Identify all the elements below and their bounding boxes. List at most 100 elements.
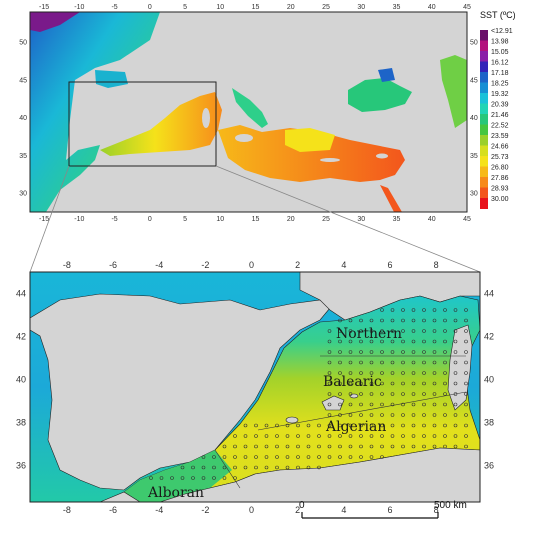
zoom-lon-tick-top: 2 (295, 260, 300, 270)
alboran-algerian-boundary (214, 449, 241, 489)
caspian-sea (440, 55, 467, 128)
sample-point (306, 465, 311, 470)
zoom-lon-tick-top: 0 (249, 260, 254, 270)
sample-point (338, 434, 342, 438)
sample-point (348, 402, 353, 407)
sample-point (453, 339, 458, 344)
sample-point (369, 381, 374, 386)
sample-point (390, 350, 395, 354)
zoom-lon-tick-top: -8 (63, 260, 71, 270)
sample-point (359, 360, 363, 365)
sample-point (243, 434, 248, 438)
legend-label: 26.80 (491, 165, 509, 172)
sample-point (327, 413, 332, 417)
sample-point (254, 434, 258, 438)
sample-point (380, 360, 384, 365)
sample-point (380, 444, 384, 449)
sample-point (359, 339, 363, 344)
zoom-region-box (68, 81, 217, 167)
sample-point (411, 402, 416, 407)
sample-point (432, 413, 437, 417)
zoom-lat-tick-right: 40 (484, 374, 494, 384)
sample-point (432, 318, 437, 323)
legend-swatch (480, 187, 488, 199)
sample-point (359, 392, 363, 396)
sample-point (401, 402, 405, 407)
sample-point (191, 476, 195, 480)
sample-point (380, 308, 384, 312)
sample-point (443, 413, 447, 417)
sample-point (338, 318, 342, 323)
sample-point (327, 339, 332, 344)
sample-point (359, 413, 363, 417)
sample-point (338, 392, 342, 396)
sample-point (422, 392, 426, 396)
sample-point (222, 465, 227, 470)
sample-point (443, 392, 447, 396)
zoom-lat-tick-right: 38 (484, 417, 494, 427)
overview-lat-tick-left: 30 (19, 191, 27, 198)
sample-point (306, 444, 311, 449)
sample-point (369, 434, 374, 438)
legend-swatch (480, 72, 488, 83)
sample-point (348, 360, 353, 365)
sample-point (422, 413, 426, 417)
sample-point (348, 339, 353, 344)
sample-point (296, 455, 300, 459)
sample-point (422, 308, 426, 312)
zoom-lat-tick-right: 44 (484, 288, 494, 298)
sample-point (327, 455, 332, 459)
sample-point (369, 455, 374, 459)
sample-point (422, 434, 426, 438)
legend-swatch (480, 156, 488, 167)
sample-point (317, 434, 321, 438)
sample-point (422, 360, 426, 365)
sample-point (443, 434, 447, 438)
legend-swatch (480, 51, 488, 62)
overview-lon-tick-bottom: 40 (428, 216, 436, 223)
sample-point (222, 476, 227, 480)
legend-label: 22.52 (491, 123, 509, 130)
sample-point (443, 423, 447, 428)
sample-point (296, 434, 300, 438)
sample-point (222, 444, 227, 449)
sample-point (422, 381, 426, 386)
sample-point (411, 350, 416, 354)
sample-point (422, 371, 426, 375)
sample-point (380, 434, 384, 438)
sample-point (390, 308, 395, 312)
overview-lon-tick-top: 5 (183, 4, 187, 11)
sample-point (390, 381, 395, 386)
sample-point (296, 444, 300, 449)
eastern-mediterranean (218, 125, 405, 182)
sample-point (180, 476, 185, 480)
sample-point (233, 444, 237, 449)
sample-point (348, 329, 353, 333)
sample-point (453, 434, 458, 438)
sample-point (432, 444, 437, 449)
legend-label: <12.91 (491, 28, 513, 35)
adriatic-sea (232, 88, 268, 128)
sample-point (464, 413, 468, 417)
sample-point (348, 434, 353, 438)
sample-point (401, 339, 405, 344)
sample-point (285, 434, 290, 438)
sample-point (411, 392, 416, 396)
sample-point (464, 371, 468, 375)
sample-point (443, 318, 447, 323)
sicily (235, 134, 253, 142)
sample-point (432, 402, 437, 407)
zoom-lon-ticks-bottom: -8 -6 -4 -2 0 2 4 6 8 (63, 505, 439, 515)
sample-point (285, 455, 290, 459)
sample-point (149, 476, 153, 480)
zoom-lat-tick-right: 36 (484, 460, 494, 470)
sample-point (453, 371, 458, 375)
sample-point (338, 339, 342, 344)
overview-lat-tick-right: 30 (470, 191, 478, 198)
sample-point (338, 381, 342, 386)
sample-point (453, 329, 458, 333)
legend-label: 21.46 (491, 112, 509, 119)
sample-point (422, 402, 426, 407)
overview-lon-tick-bottom: 30 (357, 216, 365, 223)
overview-lon-tick-bottom: 45 (463, 216, 471, 223)
